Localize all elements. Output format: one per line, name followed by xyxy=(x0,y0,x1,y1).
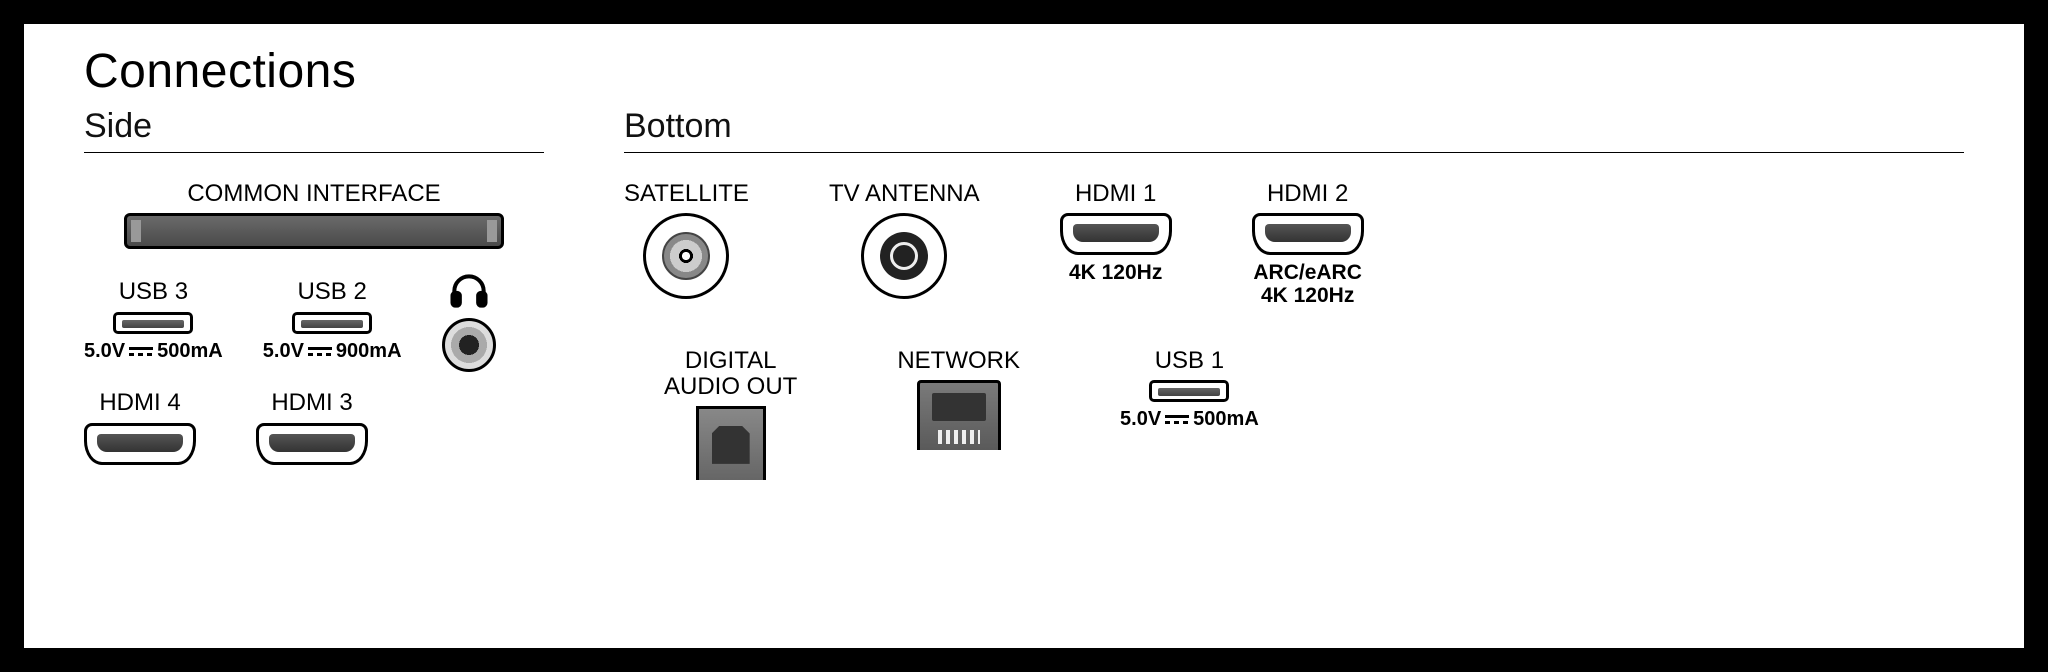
hdmi1-sub: 4K 120Hz xyxy=(1069,261,1162,284)
usb1-voltage: 5.0V xyxy=(1120,408,1161,431)
usb1-port: USB 1 5.0V 500mA xyxy=(1120,348,1259,431)
connections-panel: Connections Side COMMON INTERFACE USB 3 … xyxy=(24,24,2024,648)
hdmi4-port: HDMI 4 xyxy=(84,390,196,464)
satellite-coax-icon xyxy=(643,213,729,299)
satellite-label: SATELLITE xyxy=(624,181,749,207)
common-interface-port: COMMON INTERFACE xyxy=(124,181,504,249)
usb1-label: USB 1 xyxy=(1155,348,1224,374)
hdmi2-sub: ARC/eARC 4K 120Hz xyxy=(1253,261,1362,307)
usb-a-icon xyxy=(1149,380,1229,402)
usb-a-icon xyxy=(292,312,372,334)
hdmi-icon xyxy=(1060,213,1172,255)
optical-icon xyxy=(696,406,766,480)
hdmi-icon xyxy=(256,423,368,465)
usb1-current: 500mA xyxy=(1193,408,1259,431)
columns: Side COMMON INTERFACE USB 3 5.0V 500mA xyxy=(84,107,1964,480)
ethernet-icon xyxy=(917,380,1001,450)
hdmi4-label: HDMI 4 xyxy=(99,390,180,416)
network-label: NETWORK xyxy=(897,348,1020,374)
bottom-column: Bottom SATELLITE TV ANTENNA HDMI 1 4K 12… xyxy=(624,107,1964,480)
antenna-coax-icon xyxy=(861,213,947,299)
side-heading: Side xyxy=(84,107,544,153)
usb3-voltage: 5.0V xyxy=(84,340,125,363)
digital-audio-port: DIGITAL AUDIO OUT xyxy=(664,348,797,481)
headphone-port xyxy=(442,269,496,372)
ci-slot-icon xyxy=(124,213,504,249)
digital-audio-label: DIGITAL AUDIO OUT xyxy=(664,348,797,401)
dc-symbol-icon xyxy=(129,347,153,356)
hdmi-icon xyxy=(84,423,196,465)
bottom-heading: Bottom xyxy=(624,107,1964,153)
antenna-label: TV ANTENNA xyxy=(829,181,980,207)
usb3-current: 500mA xyxy=(157,340,223,363)
hdmi1-port: HDMI 1 4K 120Hz xyxy=(1060,181,1172,284)
dc-symbol-icon xyxy=(1165,415,1189,424)
hdmi2-label: HDMI 2 xyxy=(1267,181,1348,207)
usb3-port: USB 3 5.0V 500mA xyxy=(84,279,223,362)
hdmi3-port: HDMI 3 xyxy=(256,390,368,464)
usb2-current: 900mA xyxy=(336,340,402,363)
usb3-spec: 5.0V 500mA xyxy=(84,340,223,363)
dc-symbol-icon xyxy=(308,347,332,356)
usb2-label: USB 2 xyxy=(297,279,366,305)
usb3-label: USB 3 xyxy=(119,279,188,305)
usb-a-icon xyxy=(113,312,193,334)
page-title: Connections xyxy=(84,44,1964,99)
antenna-port: TV ANTENNA xyxy=(829,181,980,299)
side-column: Side COMMON INTERFACE USB 3 5.0V 500mA xyxy=(84,107,544,480)
hdmi1-label: HDMI 1 xyxy=(1075,181,1156,207)
hdmi-icon xyxy=(1252,213,1364,255)
satellite-port: SATELLITE xyxy=(624,181,749,299)
usb2-voltage: 5.0V xyxy=(263,340,304,363)
usb1-spec: 5.0V 500mA xyxy=(1120,408,1259,431)
network-port: NETWORK xyxy=(897,348,1020,450)
common-interface-label: COMMON INTERFACE xyxy=(187,181,440,207)
hdmi2-port: HDMI 2 ARC/eARC 4K 120Hz xyxy=(1252,181,1364,308)
usb2-spec: 5.0V 900mA xyxy=(263,340,402,363)
usb2-port: USB 2 5.0V 900mA xyxy=(263,279,402,362)
audio-jack-icon xyxy=(442,318,496,372)
hdmi3-label: HDMI 3 xyxy=(271,390,352,416)
headphones-icon xyxy=(447,269,491,318)
